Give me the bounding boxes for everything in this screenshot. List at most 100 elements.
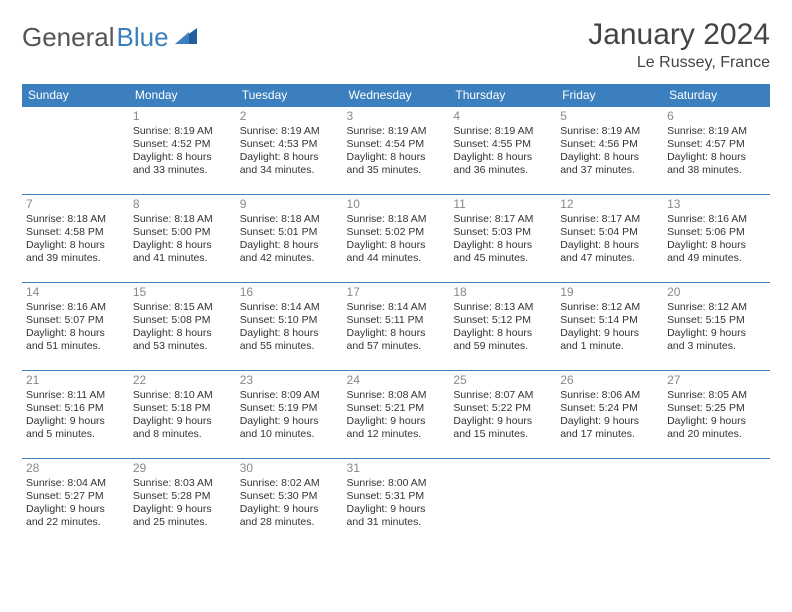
daylight-text: and 59 minutes. (453, 340, 552, 353)
daylight-text: Daylight: 9 hours (347, 415, 446, 428)
sunrise-text: Sunrise: 8:14 AM (347, 301, 446, 314)
sunset-text: Sunset: 5:18 PM (133, 402, 232, 415)
daylight-text: and 17 minutes. (560, 428, 659, 441)
calendar-day-cell: 8Sunrise: 8:18 AMSunset: 5:00 PMDaylight… (129, 195, 236, 283)
logo-text-blue: Blue (117, 22, 169, 53)
sunset-text: Sunset: 4:54 PM (347, 138, 446, 151)
sunrise-text: Sunrise: 8:10 AM (133, 389, 232, 402)
daylight-text: Daylight: 9 hours (240, 415, 339, 428)
day-number: 12 (560, 197, 659, 212)
daylight-text: Daylight: 8 hours (347, 239, 446, 252)
calendar-week-row: 1 Sunrise: 8:19 AM Sunset: 4:52 PM Daylight… (22, 107, 770, 195)
daylight-text: and 25 minutes. (133, 516, 232, 529)
daylight-text: Daylight: 8 hours (453, 239, 552, 252)
calendar-day-cell: 7Sunrise: 8:18 AMSunset: 4:58 PMDaylight… (22, 195, 129, 283)
sunset-text: Sunset: 5:21 PM (347, 402, 446, 415)
sunset-text: Sunset: 4:55 PM (453, 138, 552, 151)
sunrise-text: Sunrise: 8:16 AM (667, 213, 766, 226)
daylight-text: and 10 minutes. (240, 428, 339, 441)
calendar-week-row: 21Sunrise: 8:11 AMSunset: 5:16 PMDayligh… (22, 371, 770, 459)
sunset-text: Sunset: 5:30 PM (240, 490, 339, 503)
sunset-text: Sunset: 4:52 PM (133, 138, 232, 151)
header: GeneralBlue January 2024 Le Russey, Fran… (22, 18, 770, 72)
sunrise-text: Sunrise: 8:17 AM (453, 213, 552, 226)
calendar-day-cell: 17Sunrise: 8:14 AMSunset: 5:11 PMDayligh… (343, 283, 450, 371)
day-number: 28 (26, 461, 125, 476)
calendar-day-cell: 9Sunrise: 8:18 AMSunset: 5:01 PMDaylight… (236, 195, 343, 283)
day-number: 30 (240, 461, 339, 476)
day-number: 5 (560, 109, 659, 124)
daylight-text: Daylight: 9 hours (453, 415, 552, 428)
daylight-text: and 37 minutes. (560, 164, 659, 177)
daylight-text: Daylight: 9 hours (347, 503, 446, 516)
daylight-text: Daylight: 9 hours (560, 327, 659, 340)
calendar-day-cell: 1Sunrise: 8:19 AMSunset: 4:52 PMDaylight… (129, 107, 236, 195)
calendar-day-cell: 28Sunrise: 8:04 AMSunset: 5:27 PMDayligh… (22, 459, 129, 547)
day-number: 27 (667, 373, 766, 388)
sunrise-text: Sunrise: 8:08 AM (347, 389, 446, 402)
sunset-text: Sunset: 5:19 PM (240, 402, 339, 415)
calendar-day-cell (663, 459, 770, 547)
day-number: 11 (453, 197, 552, 212)
day-number: 23 (240, 373, 339, 388)
sunrise-text: Sunrise: 8:12 AM (560, 301, 659, 314)
day-number: 18 (453, 285, 552, 300)
sunrise-text: Sunrise: 8:17 AM (560, 213, 659, 226)
sunrise-text: Sunrise: 8:15 AM (133, 301, 232, 314)
daylight-text: Daylight: 8 hours (133, 239, 232, 252)
calendar-day-cell: 6Sunrise: 8:19 AMSunset: 4:57 PMDaylight… (663, 107, 770, 195)
daylight-text: and 1 minute. (560, 340, 659, 353)
sunrise-text: Sunrise: 8:13 AM (453, 301, 552, 314)
daylight-text: and 3 minutes. (667, 340, 766, 353)
sunset-text: Sunset: 5:28 PM (133, 490, 232, 503)
calendar-day-cell: 5Sunrise: 8:19 AMSunset: 4:56 PMDaylight… (556, 107, 663, 195)
calendar-week-row: 7Sunrise: 8:18 AMSunset: 4:58 PMDaylight… (22, 195, 770, 283)
sunset-text: Sunset: 5:11 PM (347, 314, 446, 327)
daylight-text: and 57 minutes. (347, 340, 446, 353)
triangle-icon (175, 26, 197, 49)
title-block: January 2024 Le Russey, France (588, 18, 770, 72)
daylight-text: Daylight: 9 hours (560, 415, 659, 428)
daylight-text: Daylight: 8 hours (347, 151, 446, 164)
daylight-text: Daylight: 8 hours (453, 151, 552, 164)
calendar-day-cell: 29Sunrise: 8:03 AMSunset: 5:28 PMDayligh… (129, 459, 236, 547)
daylight-text: Daylight: 8 hours (347, 327, 446, 340)
weekday-header: Monday (129, 84, 236, 107)
sunset-text: Sunset: 5:12 PM (453, 314, 552, 327)
sunset-text: Sunset: 5:08 PM (133, 314, 232, 327)
calendar-day-cell: 31Sunrise: 8:00 AMSunset: 5:31 PMDayligh… (343, 459, 450, 547)
daylight-text: Daylight: 8 hours (240, 151, 339, 164)
sunset-text: Sunset: 4:53 PM (240, 138, 339, 151)
daylight-text: Daylight: 9 hours (26, 415, 125, 428)
calendar-week-row: 14Sunrise: 8:16 AMSunset: 5:07 PMDayligh… (22, 283, 770, 371)
weekday-header: Tuesday (236, 84, 343, 107)
daylight-text: and 12 minutes. (347, 428, 446, 441)
daylight-text: and 36 minutes. (453, 164, 552, 177)
sunrise-text: Sunrise: 8:19 AM (453, 125, 552, 138)
day-number: 1 (133, 109, 232, 124)
weekday-header: Friday (556, 84, 663, 107)
calendar-day-cell (22, 107, 129, 195)
daylight-text: Daylight: 9 hours (667, 415, 766, 428)
calendar-day-cell: 4Sunrise: 8:19 AMSunset: 4:55 PMDaylight… (449, 107, 556, 195)
sunrise-text: Sunrise: 8:11 AM (26, 389, 125, 402)
sunset-text: Sunset: 5:10 PM (240, 314, 339, 327)
day-number: 14 (26, 285, 125, 300)
calendar-day-cell: 18Sunrise: 8:13 AMSunset: 5:12 PMDayligh… (449, 283, 556, 371)
calendar-day-cell: 30Sunrise: 8:02 AMSunset: 5:30 PMDayligh… (236, 459, 343, 547)
calendar-day-cell: 2Sunrise: 8:19 AMSunset: 4:53 PMDaylight… (236, 107, 343, 195)
daylight-text: Daylight: 9 hours (133, 503, 232, 516)
sunrise-text: Sunrise: 8:09 AM (240, 389, 339, 402)
calendar-day-cell: 16Sunrise: 8:14 AMSunset: 5:10 PMDayligh… (236, 283, 343, 371)
day-number: 3 (347, 109, 446, 124)
daylight-text: Daylight: 8 hours (560, 239, 659, 252)
weekday-header: Wednesday (343, 84, 450, 107)
sunset-text: Sunset: 5:01 PM (240, 226, 339, 239)
daylight-text: and 49 minutes. (667, 252, 766, 265)
calendar-table: SundayMondayTuesdayWednesdayThursdayFrid… (22, 84, 770, 547)
sunrise-text: Sunrise: 8:16 AM (26, 301, 125, 314)
day-number: 25 (453, 373, 552, 388)
calendar-day-cell (556, 459, 663, 547)
daylight-text: and 45 minutes. (453, 252, 552, 265)
daylight-text: Daylight: 9 hours (133, 415, 232, 428)
